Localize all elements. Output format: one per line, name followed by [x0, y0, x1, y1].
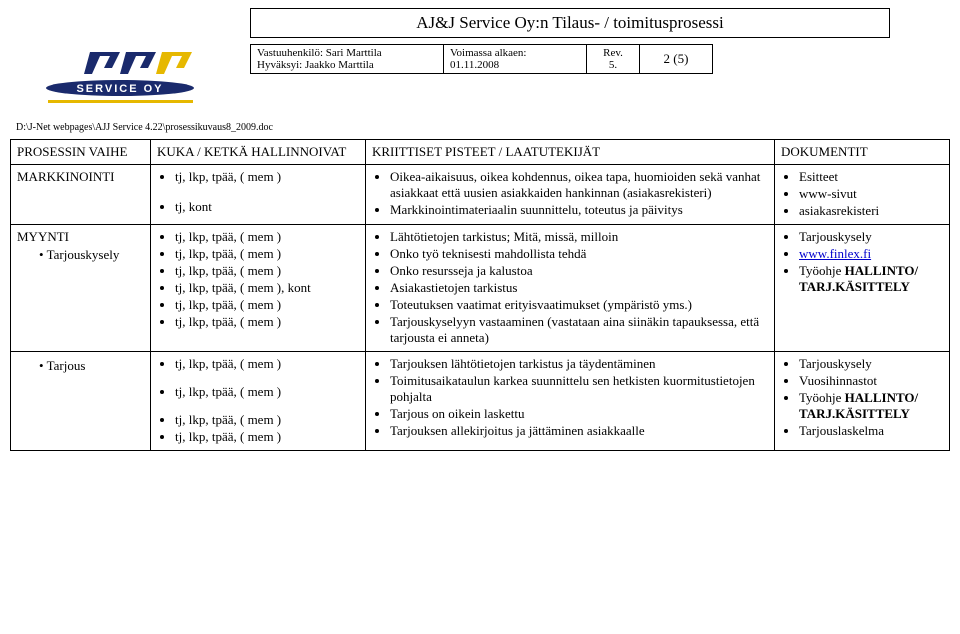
col-who: KUKA / KETKÄ HALLINNOIVAT [151, 140, 366, 165]
list-item: Onko resursseja ja kalustoa [390, 263, 768, 279]
list-item: tj, kont [175, 199, 359, 215]
list-item: Markkinointimateriaalin suunnittelu, tot… [390, 202, 768, 218]
list-item: www.finlex.fi [799, 246, 943, 262]
list-item: tj, lkp, tpää, ( mem ) [175, 263, 359, 279]
list-item: Esitteet [799, 169, 943, 185]
phase-cell: Tarjous [11, 352, 151, 451]
document-title: AJ&J Service Oy:n Tilaus- / toimituspros… [250, 8, 890, 38]
responsible-line1: Vastuuhenkilö: Sari Marttila [257, 47, 382, 59]
responsible-line2: Hyväksyi: Jaakko Marttila [257, 59, 374, 71]
crit-cell: Oikea-aikaisuus, oikea kohdennus, oikea … [366, 165, 775, 225]
list-item: Tarjouslaskelma [799, 423, 943, 439]
logo-service-text: SERVICE OY [76, 83, 163, 95]
header-row: SERVICE OY Vastuuhenkilö: Sari Marttila … [20, 44, 950, 114]
list-item: Työohje HALLINTO/ TARJ.KÄSITTELY [799, 390, 943, 422]
phase-cell: MYYNTI Tarjouskysely [11, 225, 151, 352]
phase-sub: Tarjouskysely [39, 247, 144, 263]
list-item: tj, lkp, tpää, ( mem ) [175, 314, 359, 330]
list-item: tj, lkp, tpää, ( mem ) [175, 297, 359, 313]
list-item: tj, lkp, tpää, ( mem ) [175, 229, 359, 245]
list-item: Tarjouskysely [799, 356, 943, 372]
list-item: Toteutuksen vaatimat erityisvaatimukset … [390, 297, 768, 313]
finlex-link[interactable]: www.finlex.fi [799, 246, 871, 261]
who-cell: tj, lkp, tpää, ( mem ) tj, lkp, tpää, ( … [151, 225, 366, 352]
company-logo: SERVICE OY [20, 44, 220, 114]
rev-num: 5. [609, 59, 617, 71]
phase-sub: Tarjous [39, 358, 144, 374]
list-item: tj, lkp, tpää, ( mem ) [175, 356, 359, 372]
process-table: PROSESSIN VAIHE KUKA / KETKÄ HALLINNOIVA… [10, 139, 950, 451]
list-item: tj, lkp, tpää, ( mem ) [175, 429, 359, 445]
docs-cell: Tarjouskysely www.finlex.fi Työohje HALL… [775, 225, 950, 352]
who-cell: tj, lkp, tpää, ( mem ) tj, kont [151, 165, 366, 225]
list-item: tj, lkp, tpää, ( mem ) [175, 246, 359, 262]
who-cell: tj, lkp, tpää, ( mem ) tj, lkp, tpää, ( … [151, 352, 366, 451]
file-path: D:\J-Net webpages\AJJ Service 4.22\prose… [16, 122, 950, 133]
docs-cell: Tarjouskysely Vuosihinnastot Työohje HAL… [775, 352, 950, 451]
crit-cell: Tarjouksen lähtötietojen tarkistus ja tä… [366, 352, 775, 451]
col-critical: KRIITTISET PISTEET / LAATUTEKIJÄT [366, 140, 775, 165]
valid-date: 01.11.2008 [450, 59, 499, 71]
list-item: Lähtötietojen tarkistus; Mitä, missä, mi… [390, 229, 768, 245]
list-item: Työohje HALLINTO/ TARJ.KÄSITTELY [799, 263, 943, 295]
phase-cell: MARKKINOINTI [11, 165, 151, 225]
docs-cell: Esitteet www-sivut asiakasrekisteri [775, 165, 950, 225]
list-item: Toimitusaikataulun karkea suunnittelu se… [390, 373, 768, 405]
table-row: MYYNTI Tarjouskysely tj, lkp, tpää, ( me… [11, 225, 950, 352]
list-item: tj, lkp, tpää, ( mem ), kont [175, 280, 359, 296]
list-item: Vuosihinnastot [799, 373, 943, 389]
page-num: 2 (5) [664, 51, 689, 66]
valid-label: Voimassa alkaen: [450, 47, 526, 59]
list-item: Oikea-aikaisuus, oikea kohdennus, oikea … [390, 169, 768, 201]
list-item: tj, lkp, tpää, ( mem ) [175, 169, 359, 185]
page-num-cell: 2 (5) [640, 44, 713, 74]
meta-row: Vastuuhenkilö: Sari Marttila Hyväksyi: J… [250, 44, 713, 74]
list-item: tj, lkp, tpää, ( mem ) [175, 384, 359, 400]
table-header-row: PROSESSIN VAIHE KUKA / KETKÄ HALLINNOIVA… [11, 140, 950, 165]
table-row: MARKKINOINTI tj, lkp, tpää, ( mem ) tj, … [11, 165, 950, 225]
table-row: Tarjous tj, lkp, tpää, ( mem ) tj, lkp, … [11, 352, 950, 451]
responsible-cell: Vastuuhenkilö: Sari Marttila Hyväksyi: J… [250, 44, 444, 74]
list-item: Tarjouskyselyyn vastaaminen (vastataan a… [390, 314, 768, 346]
list-item: Onko työ teknisesti mahdollista tehdä [390, 246, 768, 262]
list-item: Tarjous on oikein laskettu [390, 406, 768, 422]
list-item: tj, lkp, tpää, ( mem ) [175, 412, 359, 428]
col-phase: PROSESSIN VAIHE [11, 140, 151, 165]
list-item: Tarjouksen allekirjoitus ja jättäminen a… [390, 423, 768, 439]
list-item: www-sivut [799, 186, 943, 202]
phase-label: MYYNTI [17, 229, 69, 244]
list-item: Asiakastietojen tarkistus [390, 280, 768, 296]
col-docs: DOKUMENTIT [775, 140, 950, 165]
rev-label: Rev. [603, 47, 623, 59]
list-item: Tarjouksen lähtötietojen tarkistus ja tä… [390, 356, 768, 372]
crit-cell: Lähtötietojen tarkistus; Mitä, missä, mi… [366, 225, 775, 352]
list-item: asiakasrekisteri [799, 203, 943, 219]
valid-from-cell: Voimassa alkaen: 01.11.2008 [444, 44, 587, 74]
rev-cell: Rev. 5. [587, 44, 640, 74]
list-item: Tarjouskysely [799, 229, 943, 245]
